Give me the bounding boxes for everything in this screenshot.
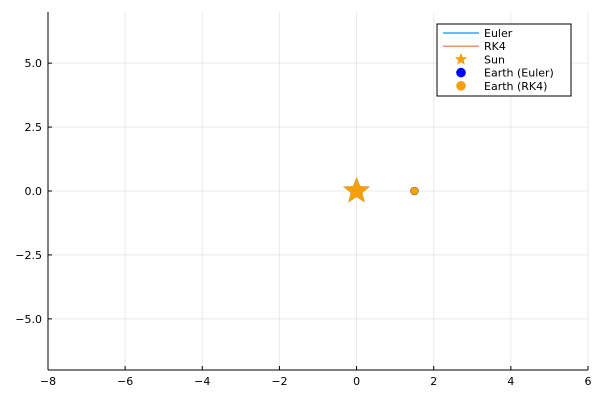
legend-circle-swatch xyxy=(456,81,466,91)
x-tick-label: −6 xyxy=(117,375,133,388)
legend-label: Sun xyxy=(484,53,505,66)
legend-label: Euler xyxy=(484,27,513,40)
legend-star-swatch xyxy=(454,52,468,65)
legend-label: Earth (RK4) xyxy=(484,80,547,93)
sun-star-marker xyxy=(342,176,371,203)
x-tick-label: −2 xyxy=(271,375,287,388)
x-tick-label: −4 xyxy=(194,375,210,388)
x-tick-label: 2 xyxy=(430,375,437,388)
legend-label: RK4 xyxy=(484,40,506,53)
x-tick-label: 0 xyxy=(353,375,360,388)
y-tick-label: −2.5 xyxy=(15,249,42,262)
legend-circle-swatch xyxy=(456,67,466,78)
x-tick-label: 6 xyxy=(585,375,592,388)
y-tick-label: −5.0 xyxy=(15,313,42,326)
earth-marker xyxy=(410,186,419,196)
y-tick-label: 0.0 xyxy=(25,185,43,198)
y-tick-label: 5.0 xyxy=(25,57,43,70)
y-tick-label: 2.5 xyxy=(25,121,43,134)
x-tick-label: 4 xyxy=(507,375,514,388)
y-axis-ticks: −5.0 −2.5 0.0 2.5 5.0 xyxy=(15,57,52,326)
x-axis-ticks: −8 −6 −4 −2 0 2 4 6 xyxy=(40,366,592,388)
plot-marks xyxy=(342,176,419,203)
legend-label: Earth (Euler) xyxy=(484,67,554,80)
x-tick-label: −8 xyxy=(40,375,56,388)
